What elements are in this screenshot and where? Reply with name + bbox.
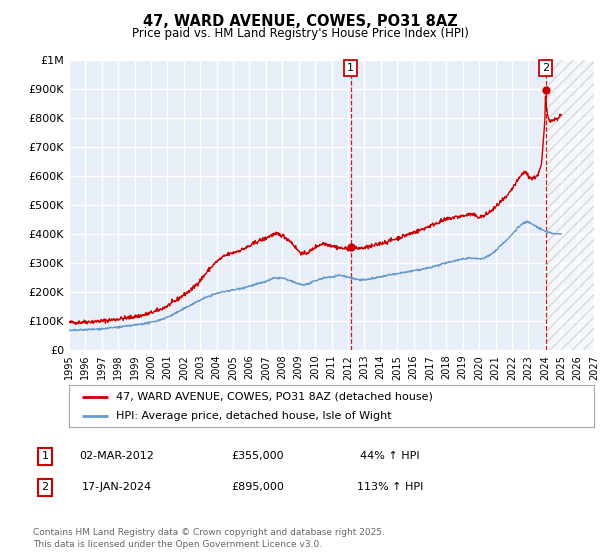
Text: 02-MAR-2012: 02-MAR-2012 [80, 451, 154, 461]
Text: 1: 1 [41, 451, 49, 461]
Text: 47, WARD AVENUE, COWES, PO31 8AZ (detached house): 47, WARD AVENUE, COWES, PO31 8AZ (detach… [116, 391, 433, 402]
Text: 17-JAN-2024: 17-JAN-2024 [82, 482, 152, 492]
Text: Contains HM Land Registry data © Crown copyright and database right 2025.
This d: Contains HM Land Registry data © Crown c… [33, 528, 385, 549]
Text: £895,000: £895,000 [232, 482, 284, 492]
Text: 47, WARD AVENUE, COWES, PO31 8AZ: 47, WARD AVENUE, COWES, PO31 8AZ [143, 14, 457, 29]
Text: HPI: Average price, detached house, Isle of Wight: HPI: Average price, detached house, Isle… [116, 411, 392, 421]
Text: Price paid vs. HM Land Registry's House Price Index (HPI): Price paid vs. HM Land Registry's House … [131, 27, 469, 40]
Text: 113% ↑ HPI: 113% ↑ HPI [357, 482, 423, 492]
Text: 2: 2 [542, 63, 549, 73]
Text: £355,000: £355,000 [232, 451, 284, 461]
Text: 2: 2 [41, 482, 49, 492]
Text: 1: 1 [347, 63, 354, 73]
Text: 44% ↑ HPI: 44% ↑ HPI [360, 451, 420, 461]
